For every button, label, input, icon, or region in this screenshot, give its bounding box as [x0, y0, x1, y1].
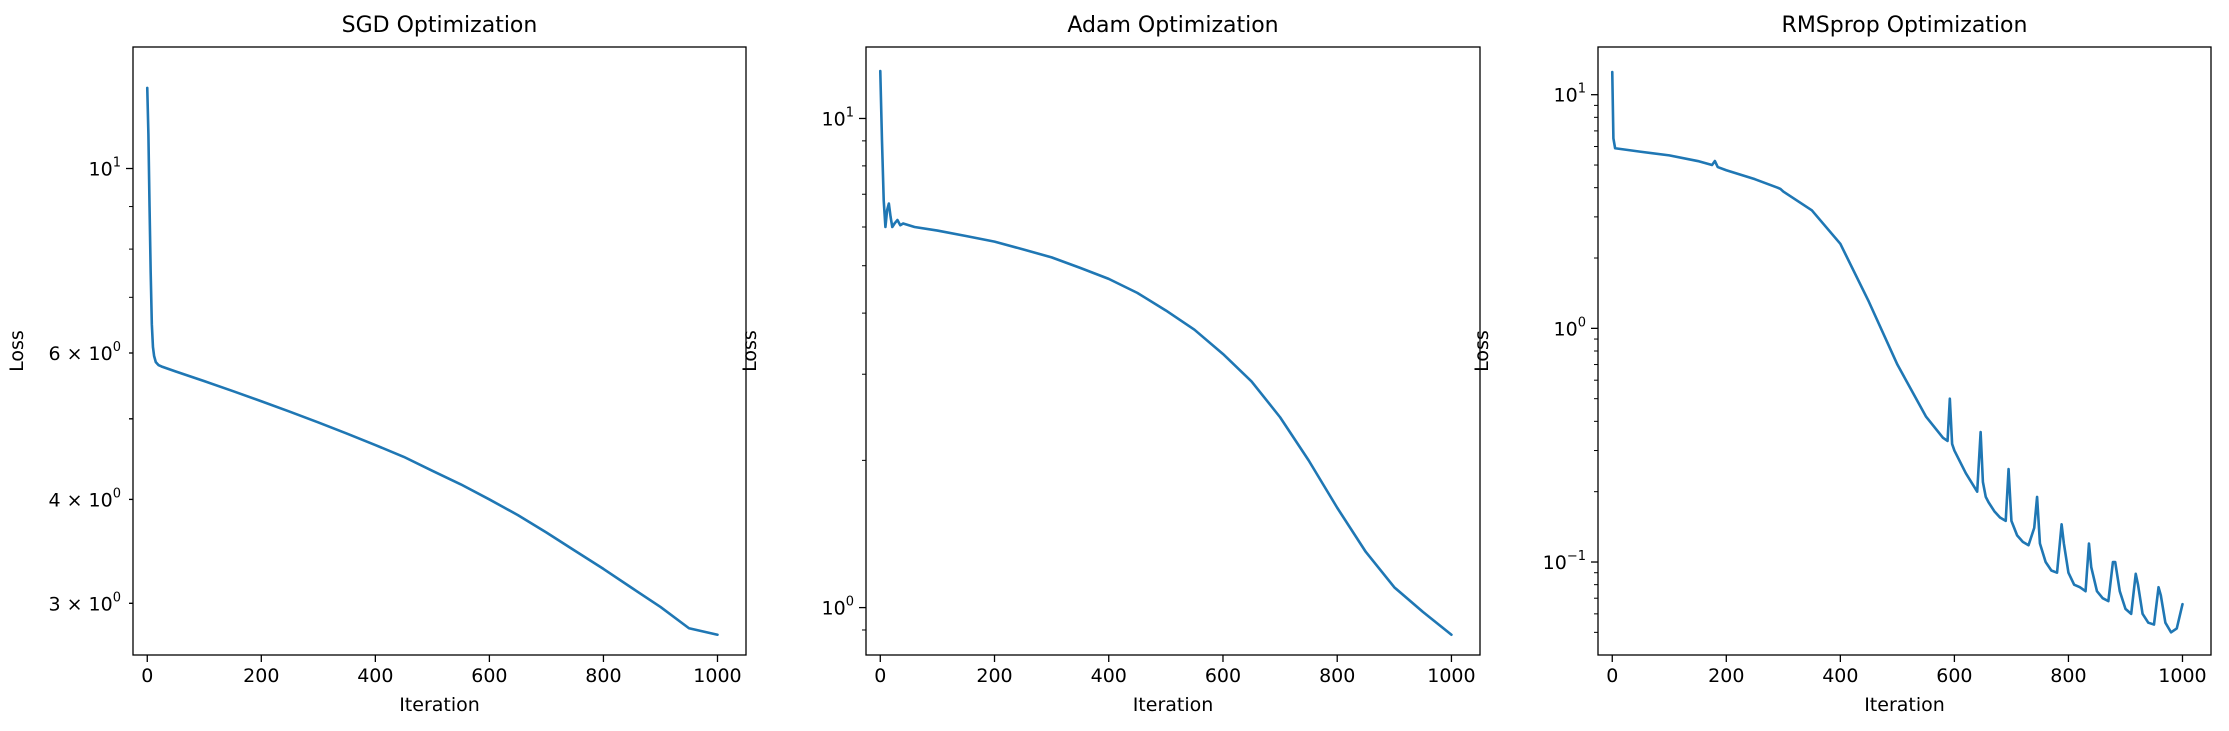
- x-tick-label: 800: [2050, 665, 2086, 687]
- y-axis-label: Loss: [739, 330, 761, 372]
- x-axis-label: Iteration: [1864, 694, 1945, 716]
- y-tick-label: 4 × 100: [48, 486, 121, 511]
- plot-frame: [132, 46, 747, 656]
- x-tick-label: 600: [1205, 665, 1241, 687]
- y-tick-label: 6 × 100: [48, 340, 121, 365]
- x-tick-label: 200: [976, 665, 1012, 687]
- x-tick-label: 400: [357, 665, 393, 687]
- x-tick-label: 1000: [693, 665, 741, 687]
- x-tick-label: 200: [243, 665, 279, 687]
- series-line: [145, 86, 719, 637]
- x-tick-label: 0: [141, 665, 153, 687]
- y-axis-label: Loss: [1471, 330, 1493, 372]
- x-tick-label: 400: [1091, 665, 1127, 687]
- series-line: [1610, 70, 2184, 634]
- series-line: [878, 69, 1453, 637]
- x-tick-label: 0: [1606, 665, 1618, 687]
- y-tick-label: 101: [89, 156, 121, 181]
- y-tick-label: 3 × 100: [48, 590, 121, 615]
- x-axis-label: Iteration: [1133, 694, 1214, 716]
- x-tick-label: 0: [874, 665, 886, 687]
- y-tick-label: 100: [822, 595, 854, 620]
- chart-adam: Adam Optimization Iteration Loss 100 101 0…: [739, 13, 1481, 716]
- y-axis-label: Loss: [6, 330, 28, 372]
- x-tick-label: 800: [585, 665, 621, 687]
- chart-title: SGD Optimization: [342, 13, 538, 38]
- chart-title: RMSprop Optimization: [1782, 13, 2028, 38]
- chart-sgd: SGD Optimization Iteration Loss 101 3 × 1…: [6, 13, 747, 716]
- y-tick-label: 10−1: [1543, 549, 1586, 574]
- x-tick-label: 600: [1936, 665, 1972, 687]
- y-tick-label: 101: [822, 105, 854, 130]
- x-axis-label: Iteration: [399, 694, 480, 716]
- x-tick-label: 1000: [2158, 665, 2206, 687]
- x-tick-label: 200: [1708, 665, 1744, 687]
- x-tick-label: 1000: [1427, 665, 1475, 687]
- plot-frame: [1597, 46, 2212, 656]
- plot-frame: [865, 46, 1481, 656]
- y-tick-label: 100: [1554, 315, 1586, 340]
- x-tick-label: 800: [1319, 665, 1355, 687]
- x-tick-label: 400: [1822, 665, 1858, 687]
- chart-rmsprop: RMSprop Optimization Iteration Loss 10−1…: [1471, 13, 2212, 716]
- y-tick-label: 101: [1554, 82, 1586, 107]
- chart-title: Adam Optimization: [1067, 13, 1278, 38]
- x-tick-label: 600: [471, 665, 507, 687]
